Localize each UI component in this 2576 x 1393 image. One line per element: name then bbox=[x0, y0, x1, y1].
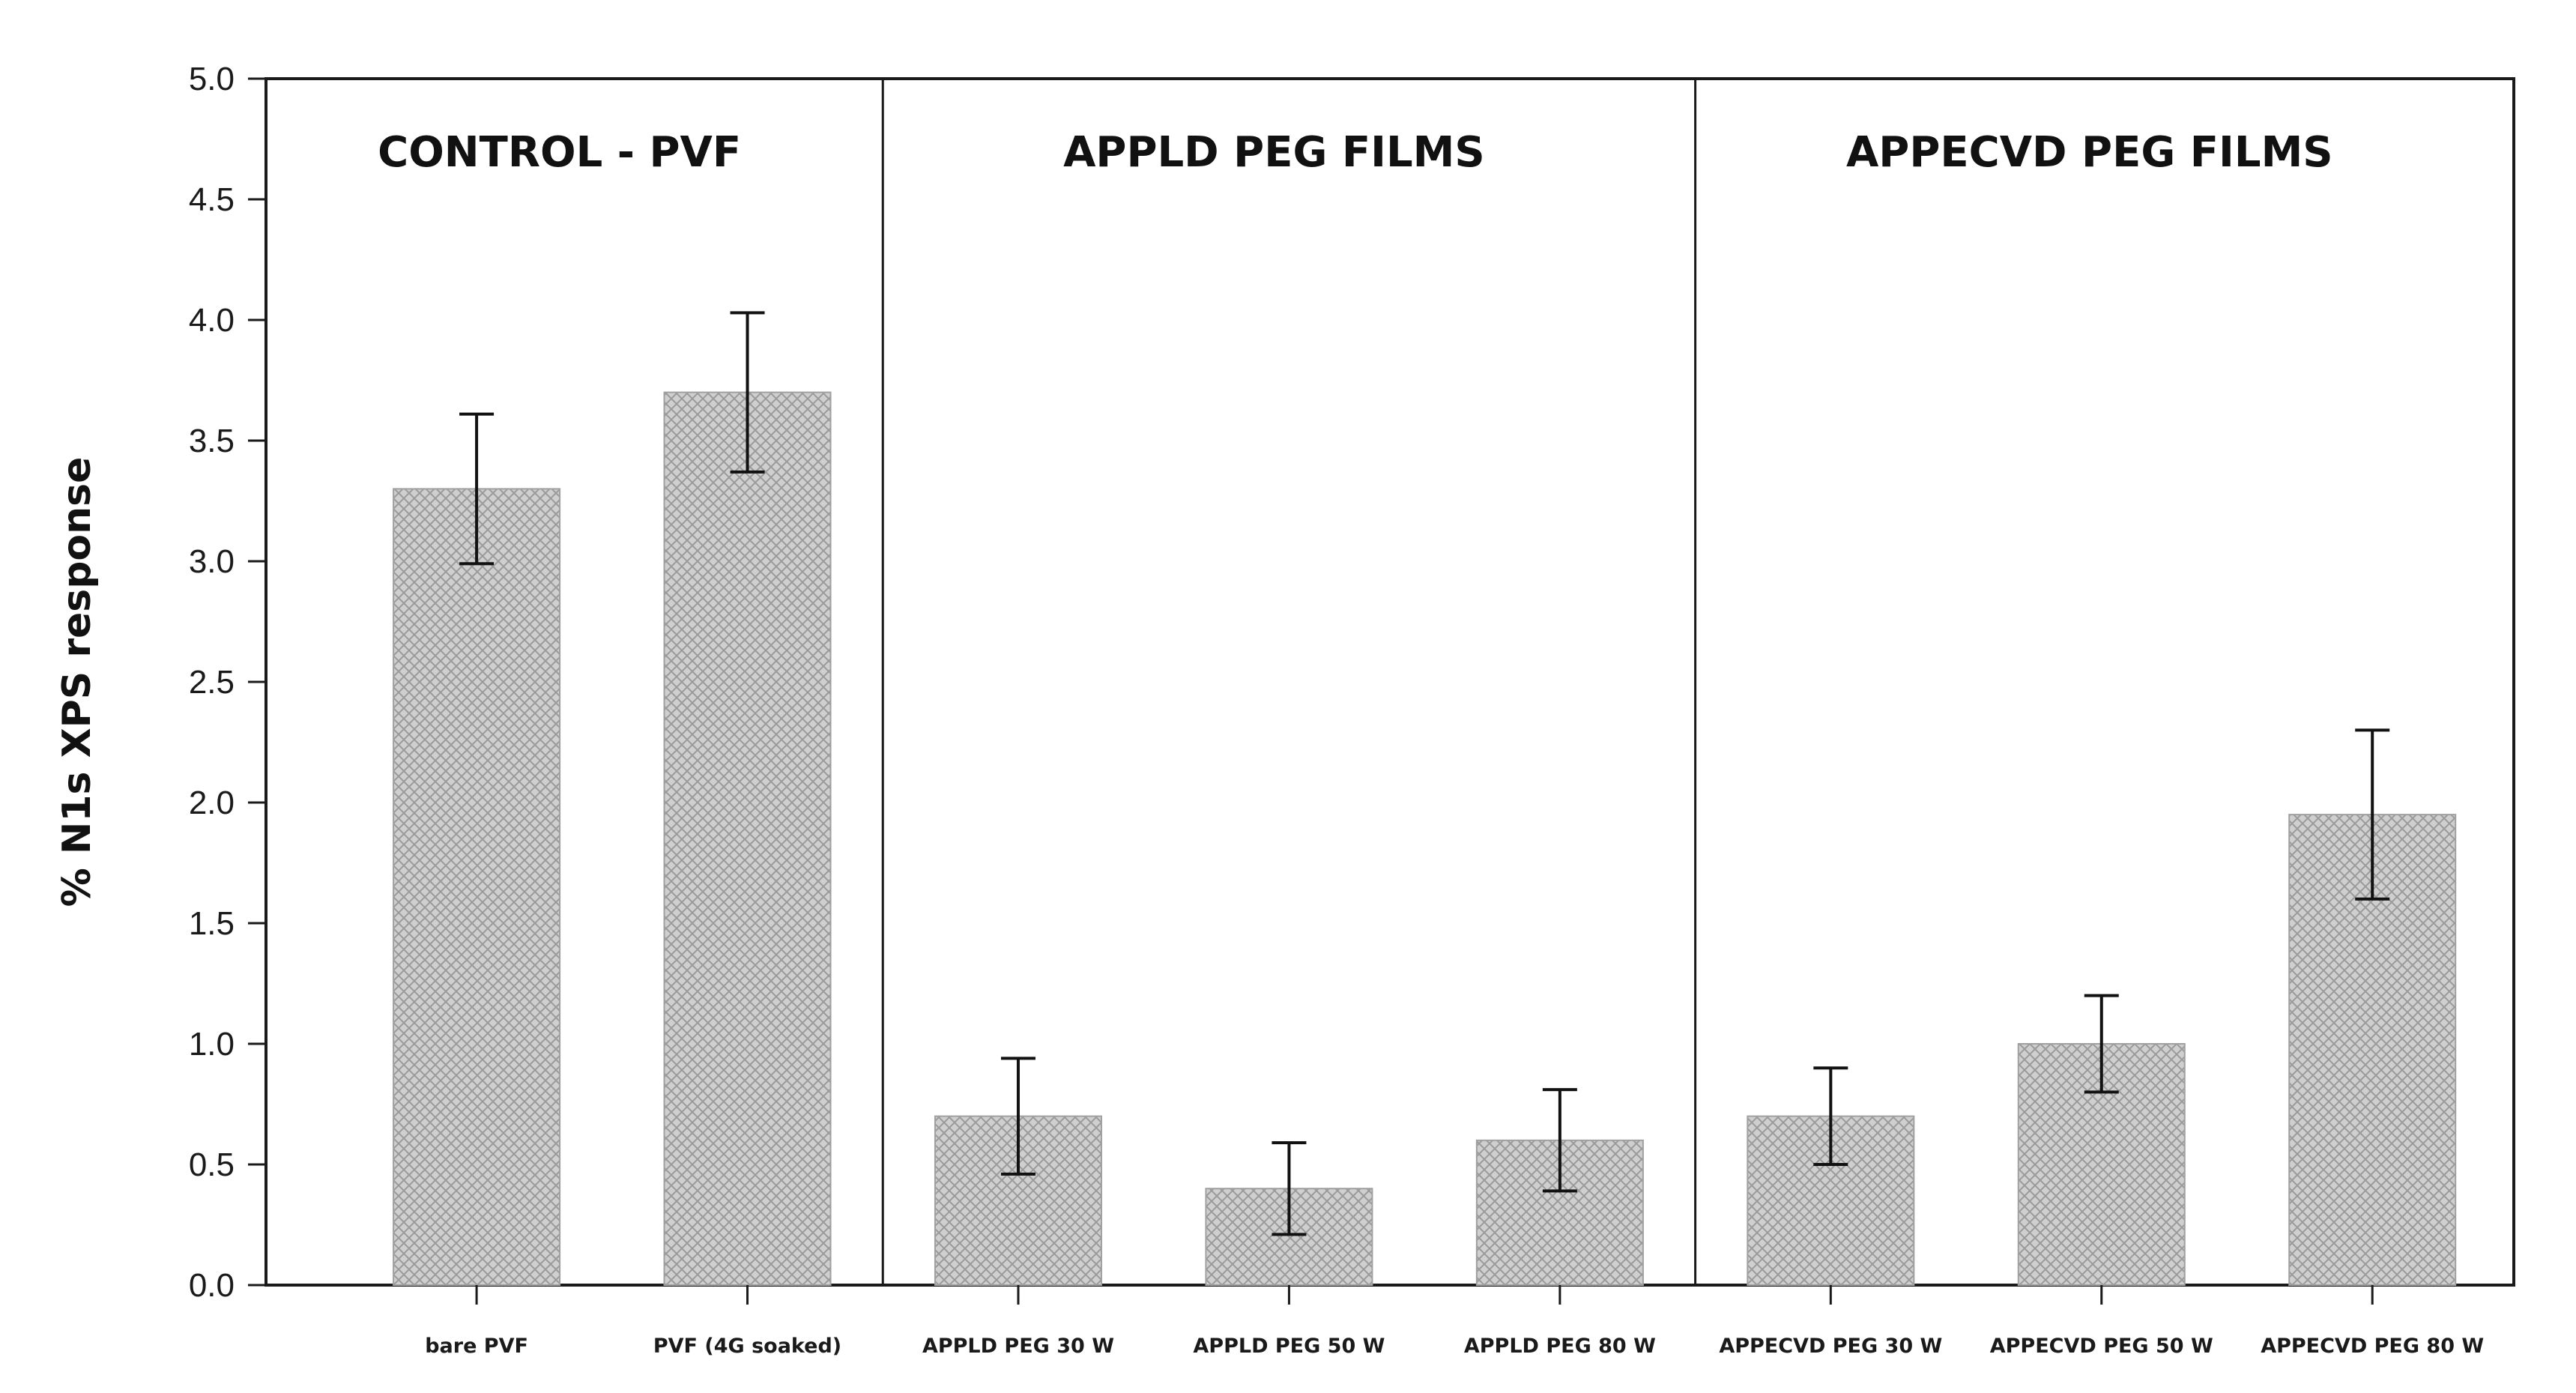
category-label: bare PVF bbox=[425, 1335, 528, 1358]
category-label: APPLD PEG 30 W bbox=[922, 1335, 1114, 1358]
category-label: APPLD PEG 50 W bbox=[1193, 1335, 1385, 1358]
y-tick-label: 0.0 bbox=[189, 1267, 235, 1304]
bar-2 bbox=[663, 391, 832, 1286]
y-tick-label: 3.0 bbox=[189, 543, 235, 580]
group-title: APPECVD PEG FILMS bbox=[1846, 128, 2333, 177]
group-title: APPLD PEG FILMS bbox=[1063, 128, 1485, 177]
group-title: CONTROL - PVF bbox=[378, 128, 741, 177]
y-tick-label: 2.0 bbox=[189, 785, 235, 821]
bar-1 bbox=[393, 488, 561, 1286]
category-label: APPLD PEG 80 W bbox=[1464, 1335, 1656, 1358]
plot-area: CONTROL - PVF APPLD PEG FILMS APPECVD PEG … bbox=[55, 61, 2515, 1358]
y-tick-label: 3.5 bbox=[189, 423, 235, 459]
y-tick-label: 0.5 bbox=[189, 1146, 235, 1183]
y-tick-label: 1.5 bbox=[189, 905, 235, 942]
y-axis-title: % N1s XPS response bbox=[55, 457, 100, 907]
y-tick-label: 4.5 bbox=[189, 181, 235, 218]
category-label: APPECVD PEG 50 W bbox=[1990, 1335, 2213, 1358]
y-tick-label: 1.0 bbox=[189, 1026, 235, 1063]
category-label: APPECVD PEG 80 W bbox=[2261, 1335, 2484, 1358]
category-label: APPECVD PEG 30 W bbox=[1719, 1335, 1942, 1358]
y-tick-label: 4.0 bbox=[189, 302, 235, 339]
y-tick-label: 5.0 bbox=[189, 61, 235, 97]
category-label: PVF (4G soaked) bbox=[653, 1335, 841, 1358]
y-tick-label: 2.5 bbox=[189, 664, 235, 701]
